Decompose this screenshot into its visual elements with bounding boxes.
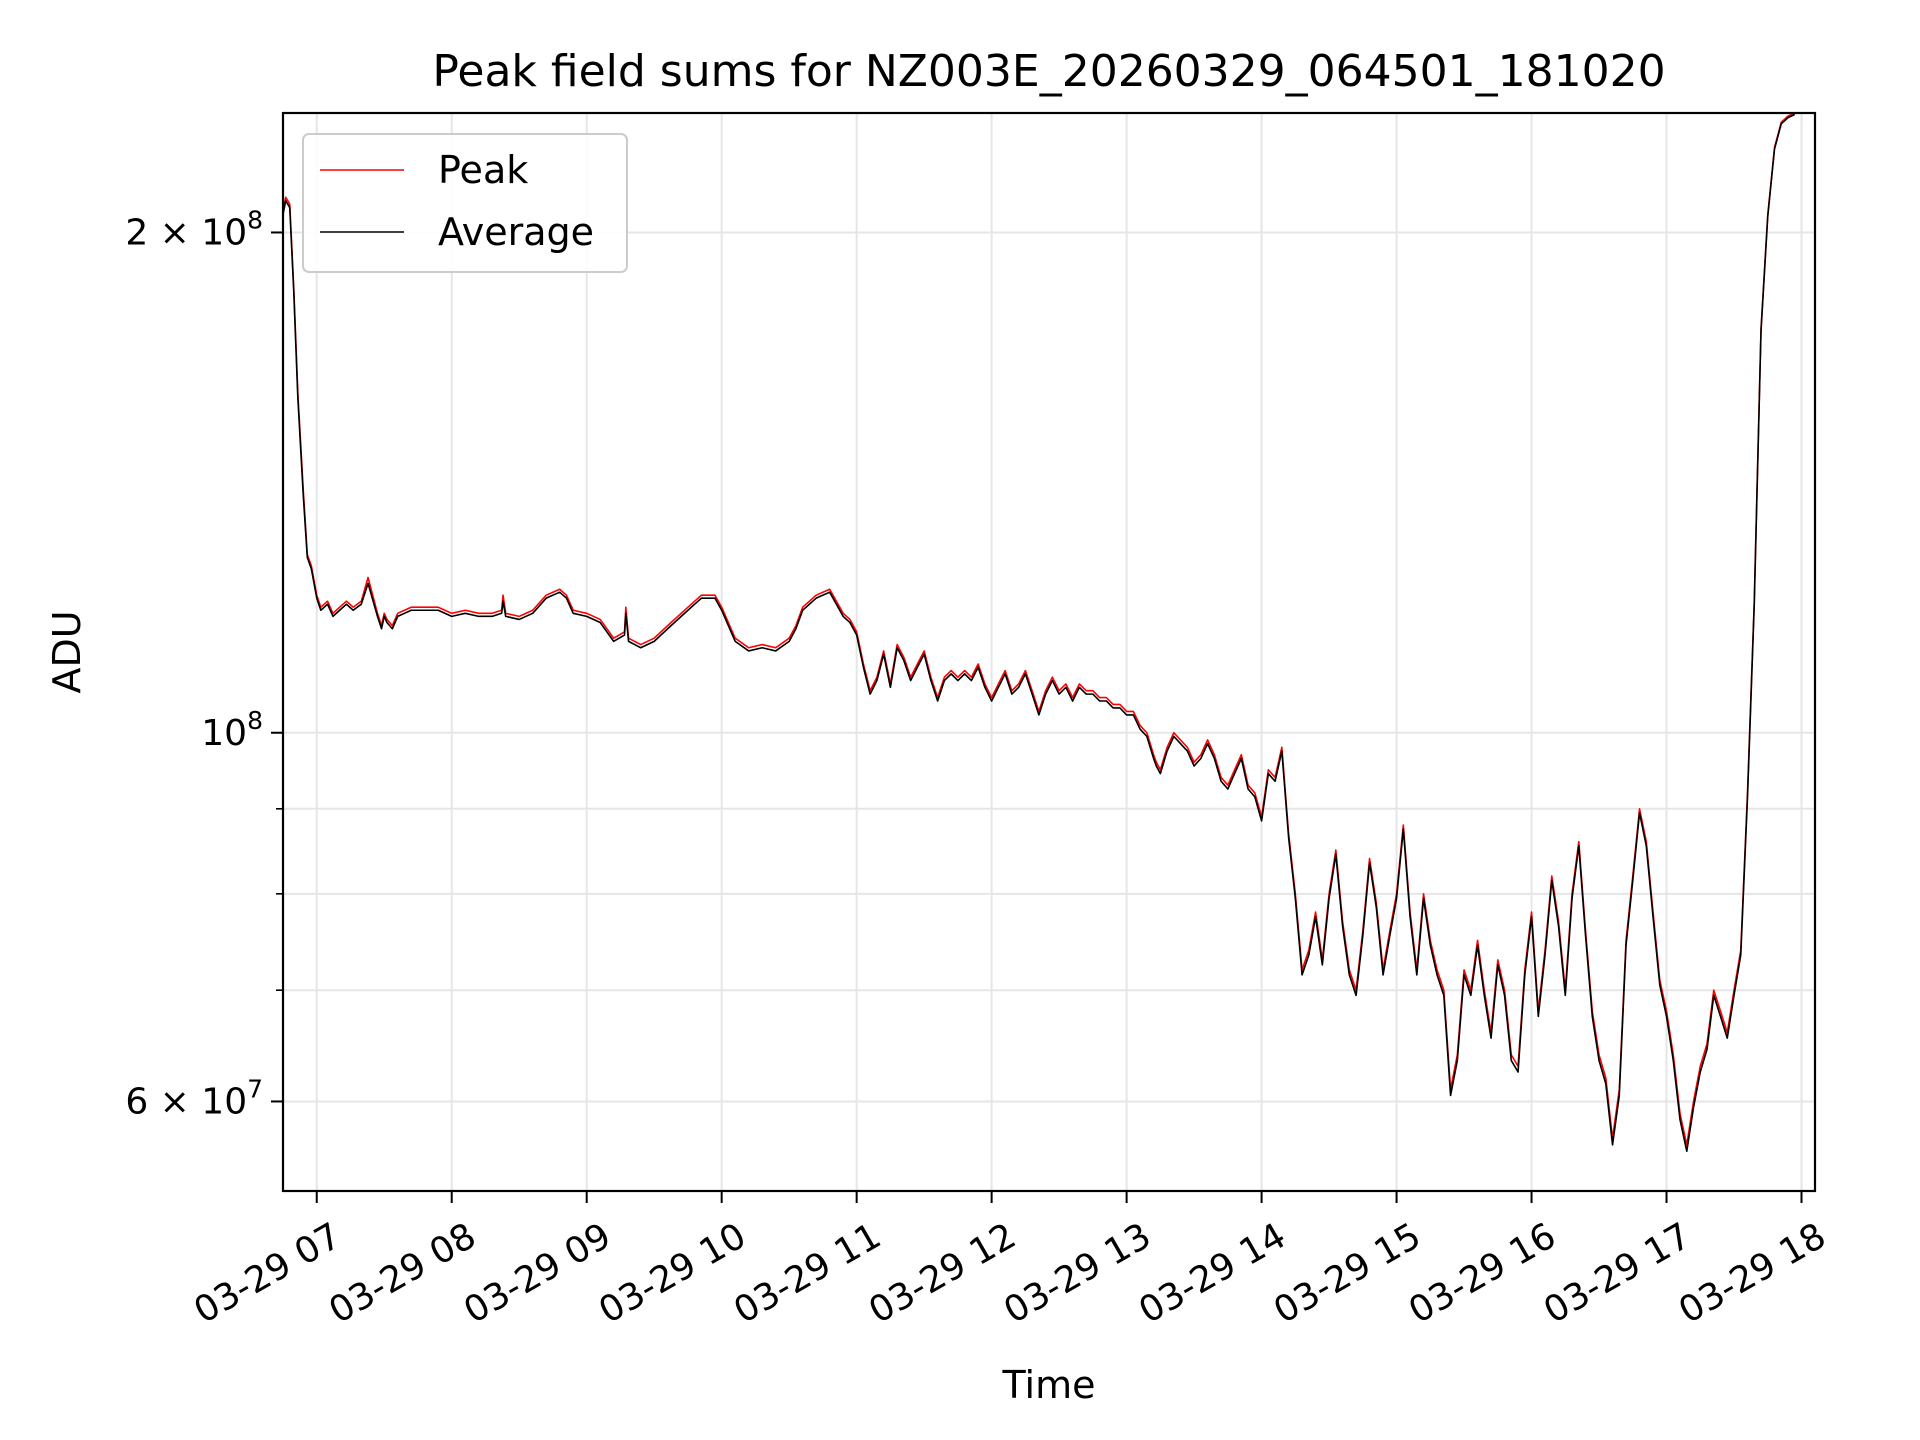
y-tick-label-base: 10: [201, 713, 247, 754]
grid: [283, 113, 1815, 1191]
y-tick-label-exponent: 8: [247, 205, 263, 234]
x-axis-label: Time: [1002, 1363, 1096, 1407]
legend-label-peak: Peak: [438, 148, 528, 192]
chart-title: Peak field sums for NZ003E_20260329_0645…: [432, 46, 1665, 97]
plot-frame: [281, 111, 1817, 1193]
series-layer: [283, 113, 1796, 1153]
y-tick-label-base: 6 × 10: [125, 1081, 247, 1122]
y-tick-label: 108: [201, 706, 263, 754]
series-line-average: [283, 113, 1796, 1153]
legend-label-average: Average: [438, 210, 594, 254]
y-tick-label: 2 × 108: [125, 205, 263, 253]
legend: Peak Average: [302, 133, 628, 273]
y-tick-label-base: 2 × 10: [125, 212, 247, 253]
y-tick-label: 6 × 107: [125, 1074, 263, 1122]
y-tick-label-exponent: 7: [247, 1074, 263, 1103]
y-axis-label: ADU: [45, 610, 89, 693]
y-tick-label-exponent: 8: [247, 706, 263, 735]
legend-box: [302, 133, 628, 273]
